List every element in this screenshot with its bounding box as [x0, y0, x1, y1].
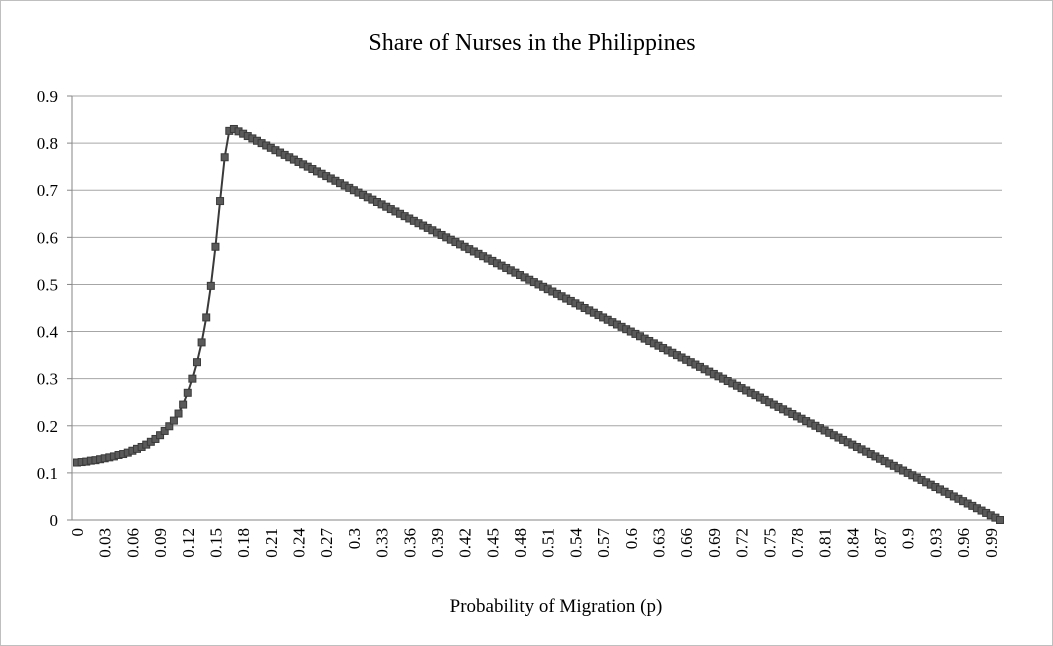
x-tick-label: 0.39: [428, 528, 447, 558]
x-tick-label: 0.78: [788, 528, 807, 558]
x-tick-label: 0.96: [954, 528, 973, 558]
y-tick-label: 0.5: [37, 275, 58, 294]
x-tick-label: 0: [68, 528, 87, 537]
y-tick-label: 0.8: [37, 134, 58, 153]
data-marker: [996, 516, 1004, 524]
data-marker: [183, 388, 192, 397]
y-tick-label: 0.2: [37, 417, 58, 436]
data-marker: [202, 313, 211, 322]
x-tick-label: 0.87: [871, 528, 890, 558]
x-tick-label: 0.99: [982, 528, 1001, 558]
data-marker: [197, 338, 206, 347]
chart-title: Share of Nurses in the Philippines: [368, 30, 695, 56]
y-tick-label: 0.7: [37, 181, 59, 200]
x-tick-label: 0.36: [400, 528, 419, 558]
y-tick-label: 0.4: [37, 323, 59, 342]
x-tick-label: 0.51: [539, 528, 558, 558]
data-marker: [160, 426, 169, 435]
x-tick-label: 0.24: [290, 528, 309, 558]
x-tick-label: 0.54: [566, 528, 585, 558]
x-tick-label: 0.27: [317, 528, 336, 558]
x-tick-label: 0.63: [649, 528, 668, 558]
data-marker: [188, 374, 197, 383]
x-tick-label: 0.33: [373, 528, 392, 558]
x-tick-label: 0.21: [262, 528, 281, 558]
x-tick-label: 0.45: [483, 528, 502, 558]
x-tick-label: 0.12: [179, 528, 198, 558]
y-tick-label: 0.1: [37, 464, 58, 483]
x-tick-label: 0.09: [151, 528, 170, 558]
x-tick-label: 0.03: [96, 528, 115, 558]
y-tick-label: 0.3: [37, 370, 58, 389]
x-tick-label: 0.72: [733, 528, 752, 558]
data-marker: [174, 409, 183, 418]
x-tick-label: 0.93: [926, 528, 945, 558]
data-marker: [206, 281, 215, 290]
x-tick-label: 0.3: [345, 528, 364, 549]
data-marker: [179, 400, 188, 409]
x-tick-label: 0.75: [760, 528, 779, 558]
x-tick-label: 0.81: [816, 528, 835, 558]
data-marker: [220, 153, 229, 162]
data-marker: [216, 197, 225, 206]
data-marker: [192, 358, 201, 367]
x-tick-label: 0.69: [705, 528, 724, 558]
x-tick-label: 0.42: [456, 528, 475, 558]
x-tick-label: 0.57: [594, 528, 613, 558]
x-tick-label: 0.6: [622, 528, 641, 549]
data-marker: [156, 431, 165, 440]
data-marker: [169, 416, 178, 425]
x-tick-label: 0.84: [843, 528, 862, 558]
y-tick-label: 0.9: [37, 87, 58, 106]
y-tick-label: 0: [50, 511, 59, 530]
x-tick-label: 0.15: [206, 528, 225, 558]
x-axis-title: Probability of Migration (p): [450, 596, 663, 617]
data-marker: [165, 422, 174, 431]
x-tick-label: 0.66: [677, 528, 696, 558]
x-tick-label: 0.06: [123, 528, 142, 558]
y-tick-label: 0.6: [37, 228, 58, 247]
data-marker: [211, 242, 220, 251]
x-tick-label: 0.48: [511, 528, 530, 558]
x-tick-label: 0.18: [234, 528, 253, 558]
x-tick-label: 0.9: [899, 528, 918, 549]
